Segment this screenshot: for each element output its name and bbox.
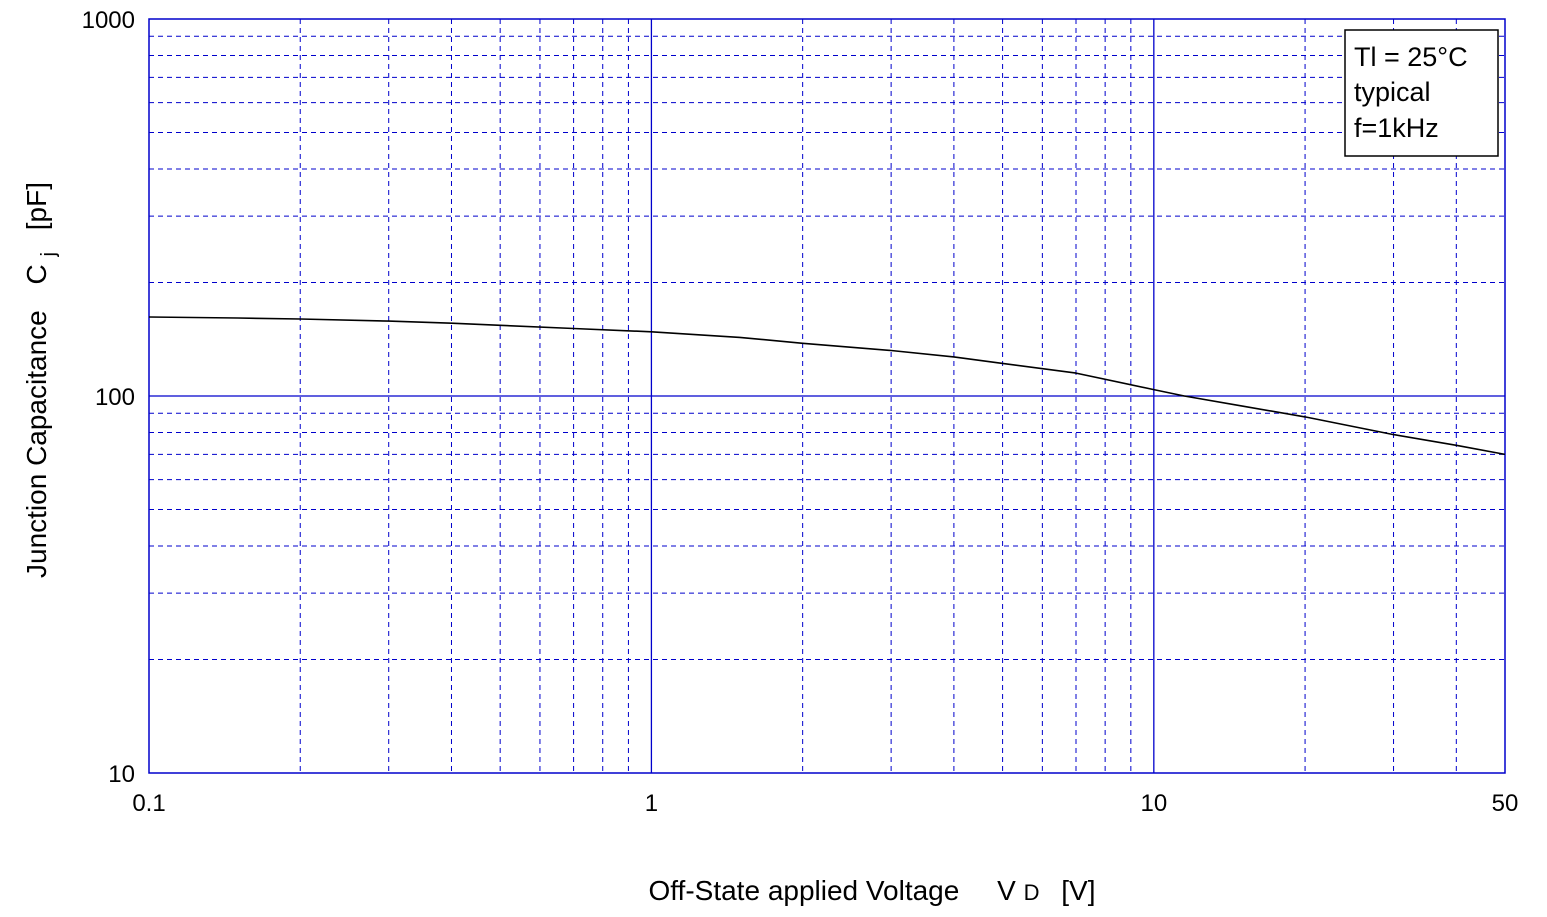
x-tick-label: 50 bbox=[1492, 790, 1519, 817]
y-tick-label: 100 bbox=[95, 384, 135, 411]
y-tick-label: 1000 bbox=[82, 7, 135, 34]
x-axis-label: Off-State applied Voltage V D [V] bbox=[649, 875, 1096, 906]
annotation-line-frequency: f=1kHz bbox=[1354, 113, 1439, 143]
x-tick-label: 0.1 bbox=[132, 790, 165, 817]
grid-major bbox=[149, 19, 1505, 773]
y-tick-label: 10 bbox=[108, 761, 135, 788]
x-axis-label-subscript: D bbox=[1024, 880, 1040, 905]
x-tick-label: 10 bbox=[1140, 790, 1167, 817]
x-axis-label-main: Off-State applied Voltage bbox=[649, 875, 960, 906]
x-tick-labels: 0.1 1 10 50 bbox=[132, 790, 1518, 817]
annotation-box bbox=[1344, 29, 1499, 157]
series-line-0 bbox=[148, 316, 1506, 456]
y-axis-label: Junction Capacitance C j [pF] bbox=[21, 182, 61, 578]
y-axis-label-symbol: C bbox=[21, 264, 52, 284]
plot-frame bbox=[148, 18, 1506, 774]
y-axis-label-unit: [pF] bbox=[21, 182, 52, 230]
annotation-line-temperature: Tl = 25°C bbox=[1354, 42, 1468, 72]
y-axis-label-subscript: j bbox=[38, 252, 60, 257]
x-axis-label-unit: [V] bbox=[1061, 875, 1095, 906]
condition-annotation: Tl = 25°C typical f=1kHz bbox=[1344, 29, 1499, 157]
data-lines bbox=[148, 316, 1506, 456]
y-axis-label-main: Junction Capacitance bbox=[21, 310, 52, 578]
x-axis-label-symbol: V bbox=[997, 875, 1016, 906]
grid-minor bbox=[149, 19, 1505, 773]
x-tick-label: 1 bbox=[645, 790, 658, 817]
annotation-line-typical: typical bbox=[1354, 77, 1431, 107]
y-tick-labels: 10 100 1000 bbox=[82, 7, 135, 788]
